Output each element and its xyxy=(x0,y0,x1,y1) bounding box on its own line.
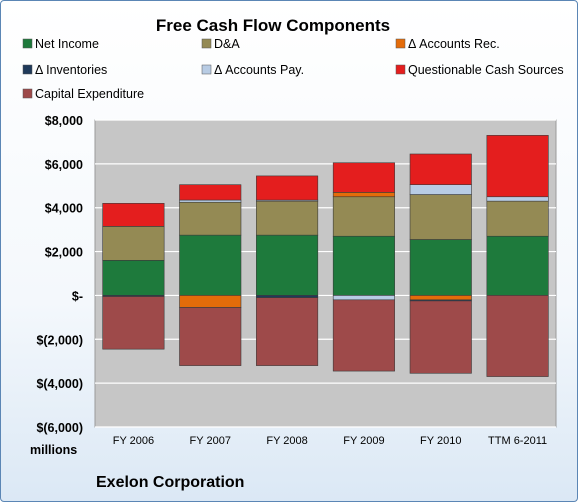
legend: Net Income D&A Δ Accounts Rec. Δ Inventorie… xyxy=(22,37,564,101)
bar-capital-expenditure-fy-2006 xyxy=(102,296,165,350)
legend-swatch-accounts-rec xyxy=(395,38,406,49)
units-label: millions xyxy=(30,443,77,457)
bar-accounts-pay-fy-2010 xyxy=(409,184,472,195)
legend-label-net-income: Net Income xyxy=(35,37,99,51)
bar-capital-expenditure-fy-2007 xyxy=(179,307,242,366)
y-tick-label: $(2,000) xyxy=(36,333,83,347)
legend-swatch-questionable-cash-sources xyxy=(395,64,406,75)
legend-label-accounts-rec: Δ Accounts Rec. xyxy=(408,37,500,51)
legend-swatch-accounts-pay xyxy=(201,64,212,75)
bar-capital-expenditure-fy-2010 xyxy=(409,300,472,374)
x-tick-label: FY 2006 xyxy=(113,435,154,447)
legend-swatch-net-income xyxy=(22,38,33,49)
bar-questionable-cash-sources-fy-2006 xyxy=(102,203,165,227)
bar-accounts-pay-fy-2007 xyxy=(179,199,242,203)
bar-d-a-fy-2007 xyxy=(179,201,242,236)
bar-net-income-fy-2007 xyxy=(179,234,242,296)
bar-accounts-pay-ttm-6-2011 xyxy=(486,196,549,202)
legend-label-capital-expenditure: Capital Expenditure xyxy=(35,87,144,101)
legend-swatch-capital-expenditure xyxy=(22,88,33,99)
bar-capital-expenditure-fy-2008 xyxy=(256,297,319,366)
bar-d-a-ttm-6-2011 xyxy=(486,200,549,237)
legend-label-questionable-cash-sources: Questionable Cash Sources xyxy=(408,63,564,77)
y-tick-label: $(4,000) xyxy=(36,377,83,391)
bar-inventories-fy-2008 xyxy=(256,295,319,298)
legend-label-accounts-pay: Δ Accounts Pay. xyxy=(214,63,304,77)
y-tick-label: $(6,000) xyxy=(36,421,83,435)
chart-title: Free Cash Flow Components xyxy=(156,16,390,35)
bar-questionable-cash-sources-fy-2008 xyxy=(256,175,319,201)
x-tick-label: FY 2009 xyxy=(343,435,384,447)
x-tick-label: TTM 6-2011 xyxy=(488,435,547,447)
bar-capital-expenditure-fy-2009 xyxy=(332,299,395,372)
bar-questionable-cash-sources-fy-2007 xyxy=(179,184,242,201)
bar-d-a-fy-2006 xyxy=(102,226,165,261)
bar-d-a-fy-2009 xyxy=(332,196,395,237)
x-tick-label: FY 2010 xyxy=(420,435,461,447)
legend-swatch-inventories xyxy=(22,64,33,75)
bar-questionable-cash-sources-ttm-6-2011 xyxy=(486,135,549,198)
y-tick-label: $6,000 xyxy=(45,158,83,172)
bar-questionable-cash-sources-fy-2010 xyxy=(409,153,472,185)
bar-net-income-fy-2010 xyxy=(409,239,472,296)
bar-accounts-rec-fy-2007 xyxy=(179,295,242,308)
plot-area: $8,000 $6,000 $4,000 $2,000 $- $(2,000) $(4,00… xyxy=(36,114,557,447)
bar-accounts-pay-fy-2009 xyxy=(332,295,395,301)
legend-swatch-d-a xyxy=(201,38,212,49)
bar-net-income-fy-2006 xyxy=(102,260,165,296)
bar-d-a-fy-2008 xyxy=(256,200,319,236)
bar-questionable-cash-sources-fy-2009 xyxy=(332,162,395,193)
y-tick-label: $4,000 xyxy=(45,202,83,216)
y-tick-label: $2,000 xyxy=(45,246,83,260)
plot-background xyxy=(94,119,557,428)
bar-net-income-ttm-6-2011 xyxy=(486,235,549,296)
bar-d-a-fy-2010 xyxy=(409,194,472,240)
bar-net-income-fy-2008 xyxy=(256,234,319,296)
y-tick-label: $8,000 xyxy=(45,114,83,128)
x-tick-label: FY 2008 xyxy=(266,435,307,447)
company-label: Exelon Corporation xyxy=(96,474,244,491)
bar-accounts-rec-fy-2010 xyxy=(409,295,472,301)
x-tick-label: FY 2007 xyxy=(190,435,231,447)
legend-label-inventories: Δ Inventories xyxy=(35,63,107,77)
y-tick-label: $- xyxy=(72,289,83,303)
legend-label-d-a: D&A xyxy=(214,37,240,51)
bar-accounts-rec-fy-2009 xyxy=(332,192,395,198)
bar-capital-expenditure-ttm-6-2011 xyxy=(486,295,549,377)
bar-net-income-fy-2009 xyxy=(332,235,395,296)
